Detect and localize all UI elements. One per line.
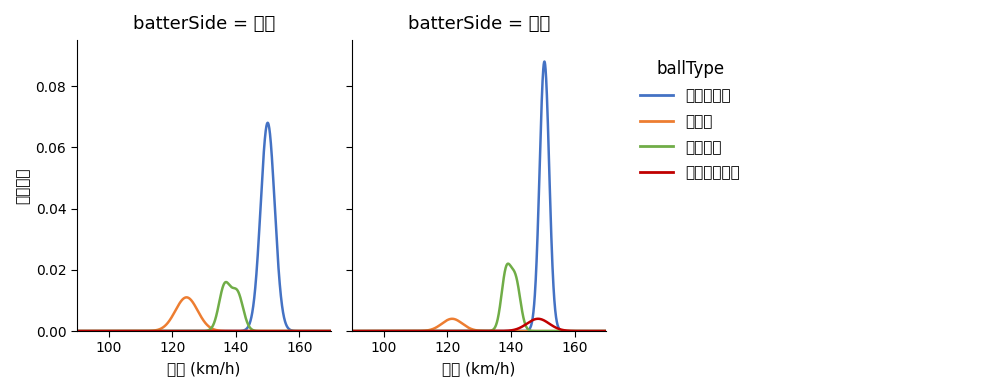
Legend: ストレート, カーブ, フォーク, カットボール: ストレート, カーブ, フォーク, カットボール	[634, 54, 747, 187]
Title: batterSide = 左打: batterSide = 左打	[408, 15, 550, 33]
Y-axis label: 確率密度: 確率密度	[15, 167, 30, 204]
X-axis label: 球速 (km/h): 球速 (km/h)	[443, 361, 515, 376]
Title: batterSide = 右打: batterSide = 右打	[133, 15, 275, 33]
X-axis label: 球速 (km/h): 球速 (km/h)	[167, 361, 240, 376]
